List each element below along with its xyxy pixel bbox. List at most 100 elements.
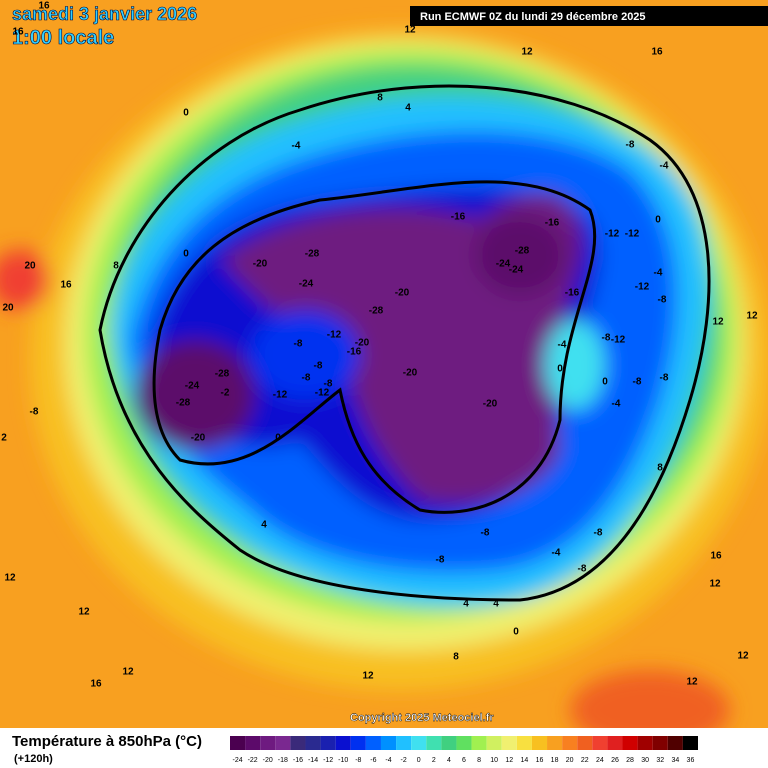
contour-label: -20 (191, 433, 206, 444)
contour-label: 0 (513, 627, 519, 638)
colorbar-cell (637, 736, 653, 750)
contour-label: -8 (30, 407, 39, 418)
contour-label: 12 (4, 573, 16, 584)
colorbar-label: 10 (490, 757, 498, 764)
colorbar-cell (245, 736, 261, 750)
contour-label: -12 (605, 229, 620, 240)
contour-label: 16 (60, 280, 72, 291)
contour-label: -8 (633, 377, 642, 388)
colorbar-cell (471, 736, 487, 750)
contour-label: 0 (183, 249, 189, 260)
contour-label: -16 (565, 288, 580, 299)
colorbar-label: 16 (536, 757, 544, 764)
colorbar-label: -6 (370, 757, 376, 764)
contour-label: 8 (113, 261, 119, 272)
colorbar-label: -20 (263, 757, 273, 764)
contour-label: 12 (746, 311, 758, 322)
colorbar-cell (275, 736, 291, 750)
colorbar-label: 8 (477, 757, 481, 764)
colorbar-cell (501, 736, 517, 750)
contour-label: 12 (404, 25, 416, 36)
contour-label: -4 (654, 268, 663, 279)
contour-line (152, 180, 597, 514)
contour-label: 8 (453, 652, 459, 663)
contour-label: 12 (712, 317, 724, 328)
colorbar-cell (380, 736, 397, 750)
colorbar-label: -12 (323, 757, 333, 764)
colorbar-cell (396, 736, 412, 750)
colorbar: -24 -22 -20 -18 -16 -14 -12 -10 -8 -6 -4 -2 0 2 4 6 8 10 1… (230, 736, 698, 764)
colorbar-label: 2 (432, 757, 436, 764)
contour-label: 12 (362, 671, 374, 682)
contour-label: -12 (315, 388, 330, 399)
contour-label: -12 (327, 330, 342, 341)
contour-label: 12 (521, 47, 533, 58)
colorbar-label: -18 (278, 757, 288, 764)
colorbar-label: 30 (641, 757, 649, 764)
contour-label: 20 (24, 261, 36, 272)
contour-label: -8 (294, 339, 303, 350)
contour-label: 4 (261, 520, 267, 531)
contour-label: -4 (292, 141, 301, 152)
colorbar-label: 36 (687, 757, 695, 764)
contour-label: -28 (215, 369, 230, 380)
colorbar-label: 32 (656, 757, 664, 764)
contour-label: 12 (737, 651, 749, 662)
contour-label: -28 (305, 249, 320, 260)
contour-label: -12 (625, 229, 640, 240)
contour-label: 16 (739, 11, 751, 22)
contour-label: -16 (347, 347, 362, 358)
contour-label: -12 (635, 282, 650, 293)
contour-label: -12 (611, 335, 626, 346)
contour-label: -8 (660, 373, 669, 384)
contour-label: -8 (436, 555, 445, 566)
colorbar-label: -16 (293, 757, 303, 764)
contour-label: -4 (660, 161, 669, 172)
contour-label: -4 (612, 399, 621, 410)
colorbar-cell (516, 736, 532, 750)
contour-label: -2 (221, 388, 230, 399)
colorbar-label: 14 (520, 757, 528, 764)
contour-label: 12 (122, 667, 134, 678)
contour-label: -28 (515, 246, 530, 257)
contour-label: 8 (377, 93, 383, 104)
colorbar-label: 26 (611, 757, 619, 764)
contour-label: 0 (275, 433, 281, 444)
date: samedi 3 janvier 2026 (12, 4, 197, 24)
colorbar-cell (486, 736, 502, 750)
colorbar-cell (441, 736, 457, 750)
colorbar-label: -22 (248, 757, 258, 764)
colorbar-cell (335, 736, 351, 750)
colorbar-cell (426, 736, 442, 750)
run-text: Run ECMWF 0Z du lundi 29 décembre 2025 (420, 11, 646, 23)
contour-label: 16 (90, 679, 102, 690)
colorbar-label: 12 (505, 757, 513, 764)
colorbar-cell (350, 736, 366, 750)
contour-label: 16 (651, 47, 663, 58)
colorbar-label: 0 (417, 757, 421, 764)
contour-label: -8 (481, 528, 490, 539)
colorbar-cell (290, 736, 306, 750)
contour-label: 16 (710, 551, 722, 562)
contour-label: 2 (1, 433, 7, 444)
colorbar-cell (531, 736, 548, 750)
colorbar-cell (622, 736, 638, 750)
colorbar-label: -14 (308, 757, 318, 764)
colorbar-cell (305, 736, 321, 750)
contour-label: -28 (369, 306, 384, 317)
colorbar-cell (592, 736, 608, 750)
legend-title: Température à 850hPa (°C) (12, 733, 202, 750)
colorbar-label: 24 (596, 757, 604, 764)
contour-label: -4 (558, 340, 567, 351)
contour-label: 16 (12, 27, 24, 38)
colorbar-label: 28 (626, 757, 634, 764)
contour-label: -4 (552, 548, 561, 559)
time: 1:00 locale (12, 27, 114, 49)
run-banner (410, 6, 768, 26)
colorbar-cell (667, 736, 683, 750)
contour-label: -28 (176, 398, 191, 409)
contour-label: -20 (395, 288, 410, 299)
contour-label: -8 (302, 373, 311, 384)
colorbar-cell (652, 736, 668, 750)
